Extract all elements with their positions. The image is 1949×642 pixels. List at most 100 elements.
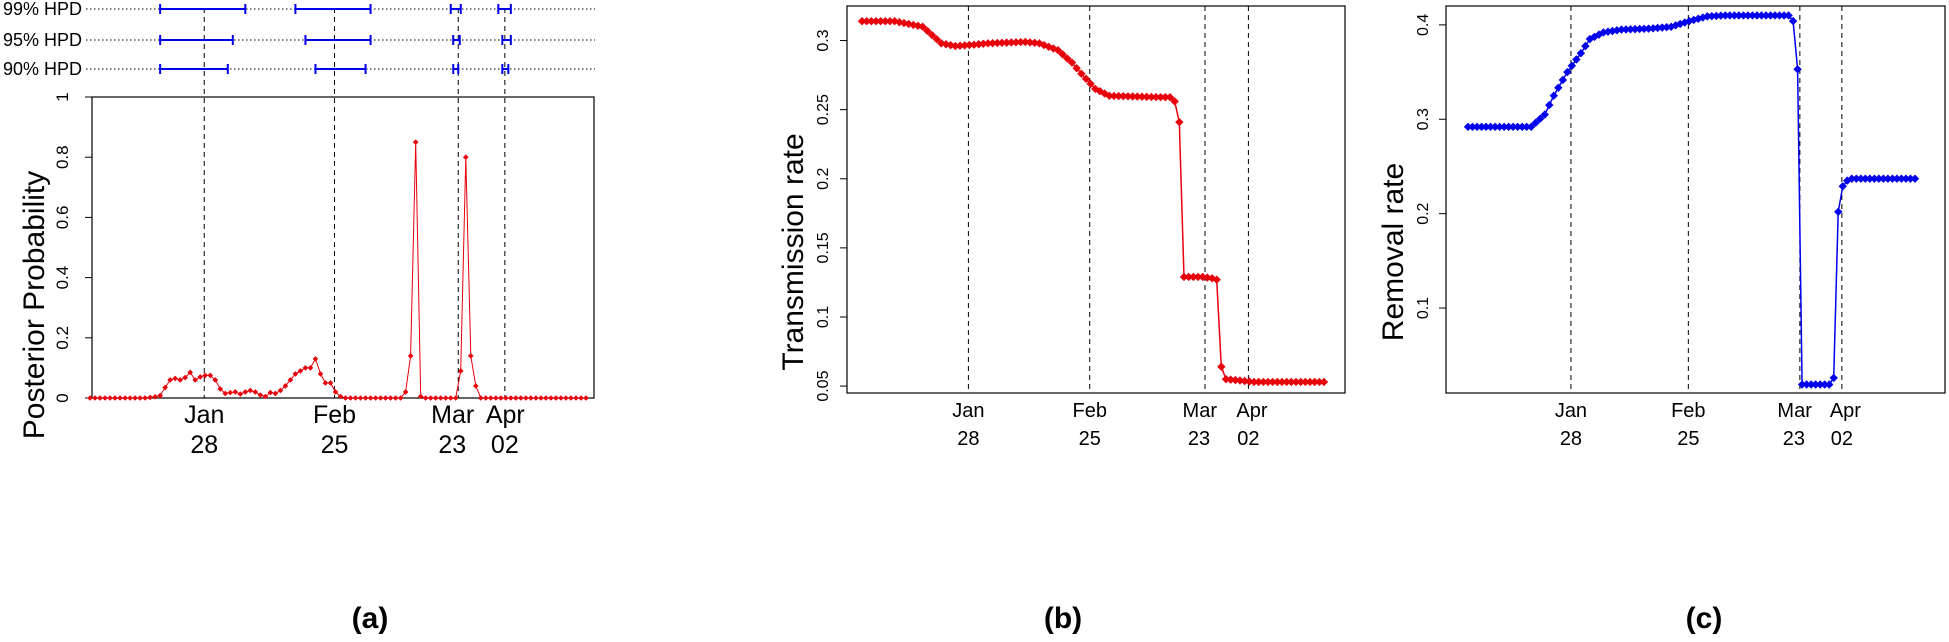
data-point <box>1133 92 1142 101</box>
data-point <box>1879 174 1888 183</box>
data-point <box>382 395 389 401</box>
y-tick-label: 0.05 <box>815 370 832 401</box>
data-point <box>1847 174 1856 183</box>
x-tick-month-label: Jan <box>184 401 224 429</box>
data-point <box>1540 110 1549 119</box>
data-point <box>1852 174 1861 183</box>
data-point <box>452 395 459 401</box>
data-point <box>232 389 239 395</box>
data-point <box>997 38 1007 47</box>
data-point <box>1834 207 1843 216</box>
x-tick-day-label: 23 <box>1188 428 1210 450</box>
data-point <box>1058 50 1067 59</box>
y-tick-label: 1 <box>53 92 72 101</box>
data-point <box>442 395 449 401</box>
data-point <box>1235 376 1245 385</box>
data-point <box>1576 48 1586 58</box>
data-point <box>1226 375 1235 384</box>
data-point <box>447 395 454 401</box>
data-point <box>1245 377 1254 386</box>
data-point <box>979 39 988 48</box>
panel-a-label: (a) <box>352 602 389 635</box>
data-point <box>1883 174 1893 183</box>
data-point <box>237 391 244 397</box>
y-tick-label: 0.2 <box>1415 202 1432 224</box>
data-point <box>1558 75 1568 85</box>
data-point <box>1554 83 1563 93</box>
data-point <box>1486 122 1495 132</box>
x-tick-month-label: Apr <box>1830 400 1861 422</box>
data-point <box>1170 97 1179 106</box>
data-point <box>1002 38 1011 47</box>
data-point <box>1644 24 1653 33</box>
data-point <box>372 395 379 401</box>
data-point <box>1151 92 1161 102</box>
data-point <box>523 395 529 401</box>
data-point <box>1888 174 1897 183</box>
data-point <box>493 395 499 401</box>
y-tick-label: 0.1 <box>815 306 832 328</box>
data-point <box>1021 37 1030 47</box>
x-tick-day-label: 25 <box>1677 428 1699 450</box>
data-point <box>1513 122 1522 132</box>
data-point <box>1282 377 1291 387</box>
data-point <box>222 390 229 397</box>
data-point <box>367 395 374 401</box>
data-point <box>242 389 249 395</box>
y-tick-label: 0.3 <box>815 29 832 51</box>
x-tick-day-label: 02 <box>491 431 519 459</box>
data-point <box>1712 11 1721 21</box>
data-point <box>482 395 489 401</box>
data-point <box>857 17 867 26</box>
data-point <box>1694 14 1703 23</box>
data-point <box>1608 26 1617 36</box>
data-point <box>1757 11 1766 20</box>
data-point <box>1025 38 1035 47</box>
data-point <box>1481 122 1491 132</box>
data-point <box>107 395 113 401</box>
data-point <box>533 395 539 401</box>
data-point <box>117 395 123 401</box>
data-point <box>272 390 279 397</box>
data-point <box>182 374 188 381</box>
data-point <box>1063 54 1072 63</box>
data-point <box>1698 13 1707 22</box>
data-point <box>538 395 544 401</box>
x-tick-month-label: Apr <box>1236 400 1267 422</box>
data-point <box>1716 11 1726 20</box>
series-line <box>1468 14 1915 386</box>
data-point <box>1053 46 1063 55</box>
data-point <box>503 395 509 401</box>
data-point <box>923 26 932 36</box>
data-point <box>1277 377 1287 387</box>
data-point <box>965 40 974 50</box>
panel-b-label: (b) <box>1044 602 1082 635</box>
data-point <box>1707 11 1717 21</box>
data-point <box>1861 174 1870 183</box>
data-point <box>337 393 344 400</box>
data-point <box>1626 25 1635 34</box>
data-point <box>302 365 309 371</box>
data-point <box>1044 42 1053 51</box>
y-tick-label: 0.2 <box>815 168 832 190</box>
data-point <box>960 41 969 50</box>
data-point <box>397 395 404 401</box>
data-point <box>1572 55 1581 64</box>
data-point <box>1504 122 1513 132</box>
data-point <box>417 393 424 400</box>
data-point <box>202 372 209 379</box>
data-point <box>1743 11 1753 20</box>
x-tick-month-label: Mar <box>431 401 474 429</box>
data-point <box>1128 92 1137 101</box>
data-point <box>1217 362 1226 371</box>
data-point <box>432 395 439 401</box>
data-point <box>1522 122 1531 132</box>
data-point <box>387 395 394 401</box>
data-point <box>1105 91 1114 101</box>
data-point <box>317 371 324 377</box>
data-point <box>1287 377 1296 387</box>
data-point <box>437 395 444 401</box>
data-point <box>297 368 304 374</box>
x-tick-day-label: 28 <box>1560 428 1582 450</box>
y-tick-label: 0.2 <box>53 326 72 350</box>
